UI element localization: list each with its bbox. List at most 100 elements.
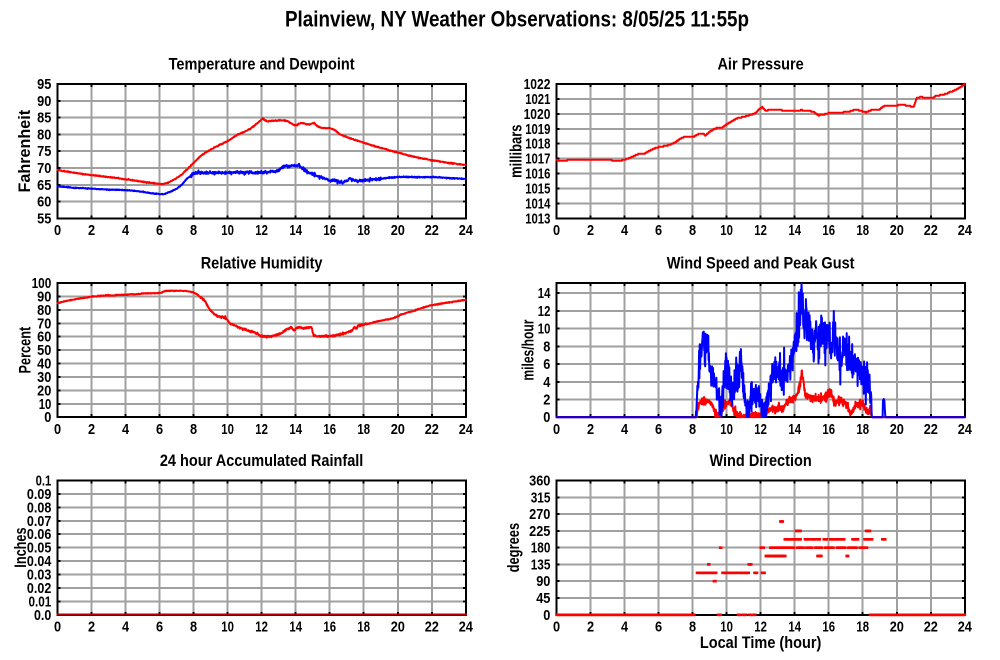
svg-text:24: 24	[459, 619, 474, 636]
svg-text:millibars: millibars	[507, 125, 526, 178]
svg-text:0.07: 0.07	[27, 513, 51, 530]
svg-text:0: 0	[543, 409, 550, 426]
svg-text:6: 6	[156, 222, 163, 239]
svg-text:60: 60	[37, 329, 51, 346]
svg-text:18: 18	[357, 619, 370, 636]
svg-text:0: 0	[54, 421, 61, 438]
svg-text:Local Time (hour): Local Time (hour)	[700, 633, 822, 652]
svg-text:12: 12	[538, 303, 551, 320]
svg-text:90: 90	[536, 573, 550, 590]
svg-text:18: 18	[357, 421, 370, 438]
svg-text:16: 16	[323, 619, 336, 636]
svg-text:16: 16	[822, 421, 835, 438]
svg-text:8: 8	[190, 421, 197, 438]
svg-text:1018: 1018	[525, 136, 550, 153]
svg-text:Inches: Inches	[11, 528, 30, 568]
svg-text:1022: 1022	[524, 76, 551, 93]
svg-text:Wind Speed and Peak Gust: Wind Speed and Peak Gust	[667, 253, 855, 272]
svg-text:6: 6	[156, 421, 163, 438]
svg-text:2: 2	[587, 421, 594, 438]
svg-text:10: 10	[720, 619, 733, 636]
svg-text:1014: 1014	[525, 196, 551, 213]
svg-text:14: 14	[538, 285, 551, 302]
svg-text:1017: 1017	[525, 151, 550, 168]
svg-text:270: 270	[529, 506, 550, 523]
svg-text:24 hour Accumulated Rainfall: 24 hour Accumulated Rainfall	[160, 451, 364, 470]
svg-text:20: 20	[391, 421, 405, 438]
svg-text:10: 10	[538, 321, 551, 338]
svg-text:16: 16	[323, 222, 336, 239]
svg-text:Temperature and Dewpoint: Temperature and Dewpoint	[169, 54, 355, 73]
svg-text:Wind Direction: Wind Direction	[709, 451, 811, 470]
svg-text:0.08: 0.08	[27, 499, 51, 516]
svg-text:65: 65	[37, 177, 51, 194]
svg-text:14: 14	[289, 421, 302, 438]
svg-text:22: 22	[924, 619, 938, 636]
svg-text:22: 22	[425, 421, 439, 438]
svg-text:0.05: 0.05	[27, 540, 51, 557]
svg-text:80: 80	[37, 302, 51, 319]
svg-text:22: 22	[425, 222, 439, 239]
svg-text:6: 6	[655, 619, 662, 636]
svg-text:18: 18	[856, 421, 869, 438]
svg-text:8: 8	[689, 421, 696, 438]
svg-text:4: 4	[543, 374, 551, 391]
svg-text:12: 12	[754, 619, 767, 636]
svg-text:4: 4	[122, 619, 130, 636]
svg-text:12: 12	[754, 222, 767, 239]
svg-text:4: 4	[621, 421, 629, 438]
svg-text:degrees: degrees	[504, 523, 523, 573]
svg-text:0.02: 0.02	[27, 580, 51, 597]
svg-text:24: 24	[459, 421, 474, 438]
svg-text:6: 6	[543, 356, 550, 373]
svg-text:miles/hour: miles/hour	[518, 319, 537, 380]
svg-text:2: 2	[88, 222, 95, 239]
svg-text:0: 0	[543, 607, 550, 624]
svg-text:20: 20	[391, 222, 405, 239]
svg-text:0: 0	[44, 409, 51, 426]
svg-text:0.04: 0.04	[27, 553, 52, 570]
svg-text:95: 95	[37, 76, 51, 93]
svg-text:18: 18	[357, 222, 370, 239]
svg-text:12: 12	[255, 421, 268, 438]
svg-text:100: 100	[32, 275, 52, 292]
svg-text:8: 8	[689, 222, 696, 239]
svg-text:8: 8	[190, 222, 197, 239]
svg-text:135: 135	[531, 556, 551, 573]
svg-text:315: 315	[531, 489, 551, 506]
svg-text:12: 12	[754, 421, 767, 438]
svg-text:0.03: 0.03	[27, 567, 51, 584]
svg-text:6: 6	[655, 222, 662, 239]
svg-text:85: 85	[37, 110, 51, 127]
svg-text:16: 16	[822, 619, 835, 636]
svg-text:18: 18	[856, 222, 869, 239]
svg-text:6: 6	[156, 619, 163, 636]
svg-text:Plainview, NY Weather Observat: Plainview, NY Weather Observations: 8/05…	[285, 7, 749, 32]
svg-text:10: 10	[720, 421, 733, 438]
svg-text:20: 20	[37, 382, 51, 399]
svg-text:70: 70	[37, 315, 51, 332]
svg-text:14: 14	[788, 421, 801, 438]
svg-text:360: 360	[529, 473, 550, 490]
svg-text:10: 10	[221, 421, 234, 438]
svg-text:225: 225	[529, 523, 550, 540]
svg-text:70: 70	[37, 160, 51, 177]
svg-text:50: 50	[37, 342, 51, 359]
svg-text:4: 4	[621, 222, 629, 239]
svg-text:30: 30	[37, 369, 51, 386]
svg-text:0: 0	[54, 619, 61, 636]
svg-text:0: 0	[553, 619, 560, 636]
svg-text:0.06: 0.06	[27, 526, 51, 543]
svg-text:75: 75	[37, 143, 51, 160]
svg-text:0.0: 0.0	[34, 607, 51, 624]
svg-text:2: 2	[88, 619, 95, 636]
svg-text:8: 8	[689, 619, 696, 636]
svg-text:20: 20	[890, 619, 904, 636]
svg-text:14: 14	[788, 619, 801, 636]
svg-text:10: 10	[39, 396, 52, 413]
svg-text:22: 22	[924, 222, 938, 239]
svg-text:0: 0	[553, 222, 560, 239]
svg-text:24: 24	[958, 619, 973, 636]
svg-text:Fahrenheit: Fahrenheit	[15, 110, 34, 193]
svg-text:1016: 1016	[525, 166, 550, 183]
